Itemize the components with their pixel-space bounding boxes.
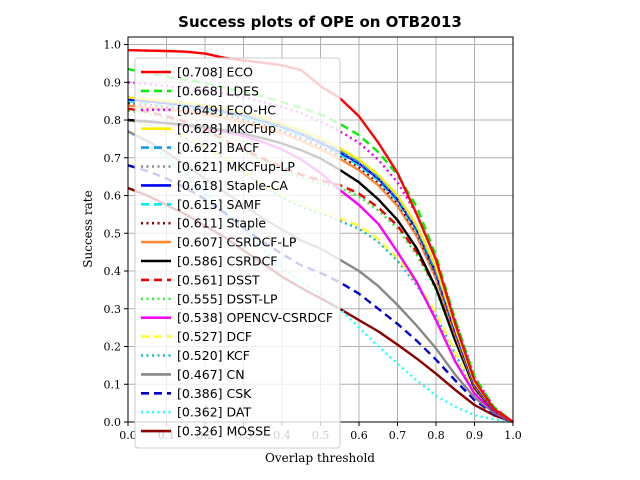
legend-label: [0.520] KCF (177, 348, 250, 363)
y-tick-label: 0.6 (104, 190, 122, 203)
x-axis-label: Overlap threshold (265, 451, 375, 465)
legend-label: [0.362] DAT (177, 405, 251, 420)
legend-label: [0.622] BACF (177, 140, 259, 155)
y-tick-label: 0.2 (104, 341, 122, 354)
x-tick-label: 0.6 (350, 429, 368, 442)
legend-label: [0.555] DSST-LP (177, 291, 278, 306)
legend-label: [0.607] CSRDCF-LP (177, 235, 297, 250)
y-axis-label: Success rate (81, 190, 95, 267)
y-tick-label: 0.5 (104, 227, 122, 240)
y-tick-label: 0.4 (104, 265, 122, 278)
x-tick-label: 0.7 (389, 429, 407, 442)
x-tick-label: 0.0 (119, 429, 137, 442)
legend-label: [0.668] LDES (177, 83, 259, 98)
legend-label: [0.649] ECO-HC (177, 102, 276, 117)
y-tick-label: 0.3 (104, 303, 122, 316)
x-tick-label: 0.9 (466, 429, 484, 442)
legend-label: [0.527] DCF (177, 329, 252, 344)
y-tick-label: 1.0 (104, 39, 122, 52)
x-tick-label: 0.8 (427, 429, 445, 442)
y-tick-label: 0.8 (104, 114, 122, 127)
legend-label: [0.561] DSST (177, 272, 260, 287)
y-tick-label: 0.0 (104, 416, 122, 429)
y-tick-label: 0.7 (104, 152, 122, 165)
legend-label: [0.708] ECO (177, 65, 253, 80)
legend-label: [0.618] Staple-CA (177, 178, 288, 193)
legend-label: [0.615] SAMF (177, 197, 261, 212)
legend-label: [0.628] MKCFup (177, 121, 276, 136)
legend-label: [0.621] MKCFup-LP (177, 159, 295, 174)
y-tick-label: 0.9 (104, 76, 122, 89)
chart-title: Success plots of OPE on OTB2013 (178, 13, 462, 31)
legend-label: [0.386] CSK (177, 386, 252, 401)
legend-label: [0.586] CSRDCF (177, 254, 277, 269)
y-tick-label: 0.1 (104, 378, 122, 391)
legend-label: [0.538] OPENCV-CSRDCF (177, 310, 333, 325)
legend: [0.708] ECO [0.668] LDES [0.649] ECO-HC [0.… (134, 57, 341, 449)
legend-label: [0.611] Staple (177, 216, 266, 231)
x-tick-label: 1.0 (504, 429, 522, 442)
legend-box (134, 57, 341, 449)
legend-label: [0.467] CN (177, 367, 245, 382)
legend-label: [0.326] MOSSE (177, 424, 271, 439)
